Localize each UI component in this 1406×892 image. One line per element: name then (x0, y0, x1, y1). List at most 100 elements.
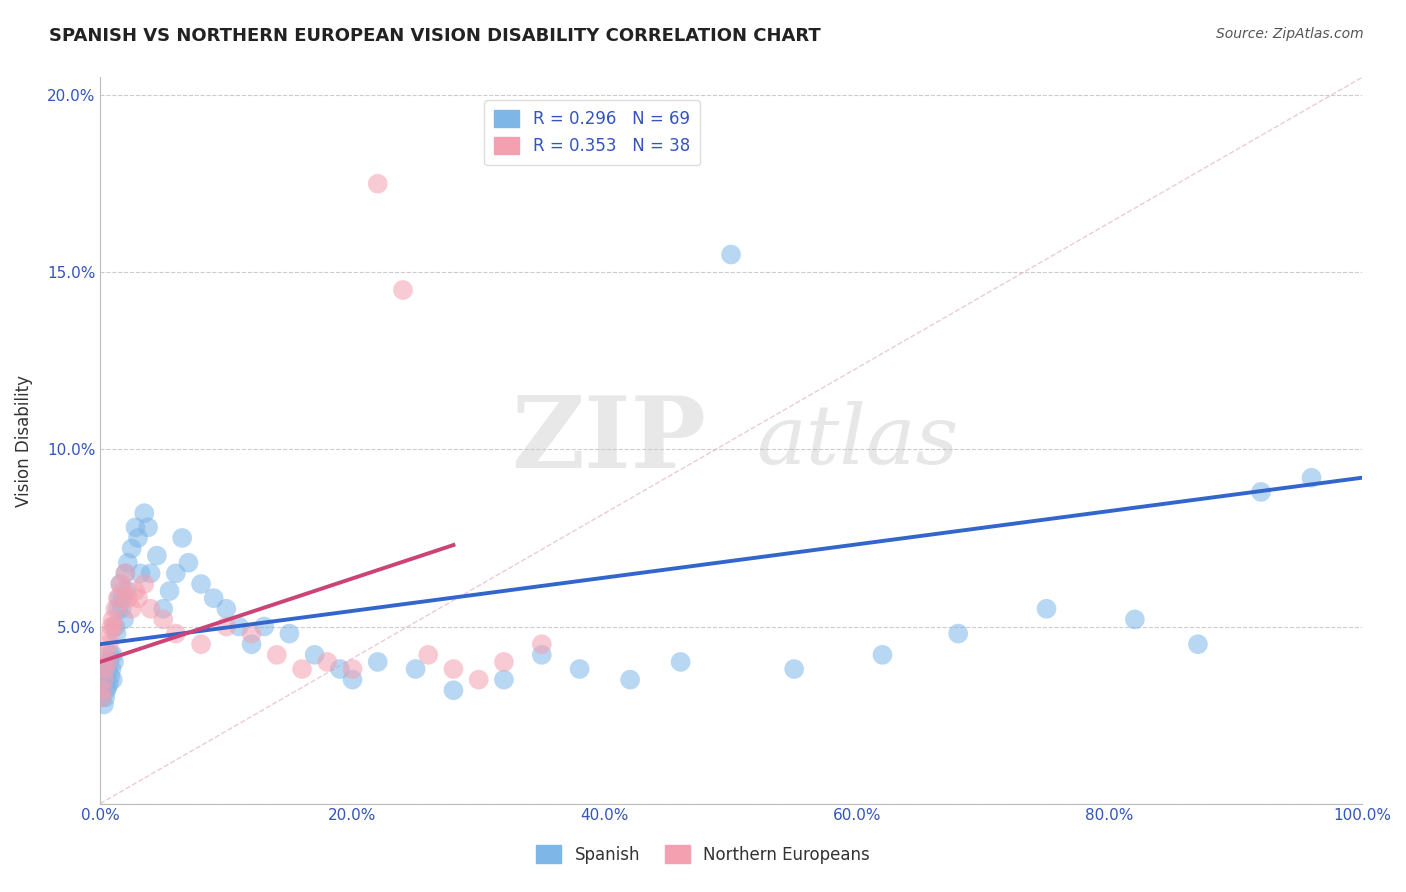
Point (93, 698, 115, 712)
Point (117, 591, 139, 606)
Point (530, 637, 553, 651)
Point (114, 566, 136, 581)
Point (177, 556, 200, 570)
Point (98, 648, 121, 662)
Point (872, 648, 894, 662)
Point (101, 673, 124, 687)
Point (1123, 612, 1146, 626)
Point (392, 283, 415, 297)
Point (367, 655, 389, 669)
Point (367, 177, 389, 191)
Point (139, 602, 162, 616)
Point (266, 648, 288, 662)
Point (103, 619, 125, 633)
Point (467, 673, 489, 687)
Point (405, 662, 427, 676)
Point (568, 662, 591, 676)
Point (443, 662, 465, 676)
Point (152, 602, 174, 616)
Point (165, 566, 187, 581)
Point (1250, 484, 1272, 499)
Point (291, 662, 314, 676)
Point (134, 577, 156, 591)
Point (418, 648, 440, 662)
Point (104, 602, 127, 616)
Point (240, 626, 263, 640)
Point (110, 577, 132, 591)
Legend: Spanish, Northern Europeans: Spanish, Northern Europeans (530, 838, 876, 871)
Point (97, 637, 120, 651)
Point (94, 662, 117, 676)
Point (108, 591, 131, 606)
Point (278, 626, 301, 640)
Point (1035, 602, 1057, 616)
Point (121, 602, 143, 616)
Point (492, 673, 515, 687)
Point (90, 690, 112, 705)
Point (103, 655, 125, 669)
Point (172, 531, 194, 545)
Point (215, 602, 238, 616)
Point (101, 648, 124, 662)
Point (112, 612, 135, 626)
Point (107, 602, 129, 616)
Point (98, 669, 121, 683)
Point (530, 648, 553, 662)
Point (253, 619, 276, 633)
Point (228, 619, 250, 633)
Point (165, 626, 187, 640)
Point (948, 626, 970, 640)
Legend: R = 0.296   N = 69, R = 0.353   N = 38: R = 0.296 N = 69, R = 0.353 N = 38 (485, 100, 700, 165)
Point (492, 655, 515, 669)
Y-axis label: Vision Disability: Vision Disability (15, 375, 32, 507)
Point (159, 584, 181, 599)
Point (104, 619, 127, 633)
Point (117, 556, 139, 570)
Point (105, 626, 128, 640)
Point (124, 584, 146, 599)
Point (215, 619, 238, 633)
Point (240, 637, 263, 651)
Point (97, 655, 120, 669)
Point (1301, 471, 1323, 485)
Point (96, 648, 118, 662)
Point (129, 566, 152, 581)
Point (94, 690, 117, 705)
Point (146, 549, 169, 563)
Point (97, 680, 120, 694)
Text: atlas: atlas (756, 401, 959, 481)
Point (443, 683, 465, 698)
Point (190, 637, 212, 651)
Point (202, 591, 225, 606)
Point (96, 683, 118, 698)
Point (121, 541, 143, 556)
Point (152, 612, 174, 626)
Point (97, 655, 120, 669)
Point (94, 662, 117, 676)
Point (115, 584, 138, 599)
Point (96, 673, 118, 687)
Text: ZIP: ZIP (510, 392, 706, 489)
Point (669, 655, 692, 669)
Point (110, 577, 132, 591)
Point (97, 676, 120, 690)
Point (783, 662, 806, 676)
Point (93, 673, 115, 687)
Point (316, 655, 339, 669)
Text: SPANISH VS NORTHERN EUROPEAN VISION DISABILITY CORRELATION CHART: SPANISH VS NORTHERN EUROPEAN VISION DISA… (49, 27, 821, 45)
Point (111, 591, 134, 606)
Point (97, 662, 120, 676)
Point (100, 662, 122, 676)
Point (98, 626, 121, 640)
Point (134, 506, 156, 520)
Point (304, 648, 326, 662)
Point (329, 662, 352, 676)
Point (190, 577, 212, 591)
Point (114, 566, 136, 581)
Point (127, 531, 149, 545)
Point (720, 247, 742, 261)
Point (107, 591, 129, 606)
Point (124, 520, 146, 534)
Point (619, 673, 641, 687)
Point (101, 612, 124, 626)
